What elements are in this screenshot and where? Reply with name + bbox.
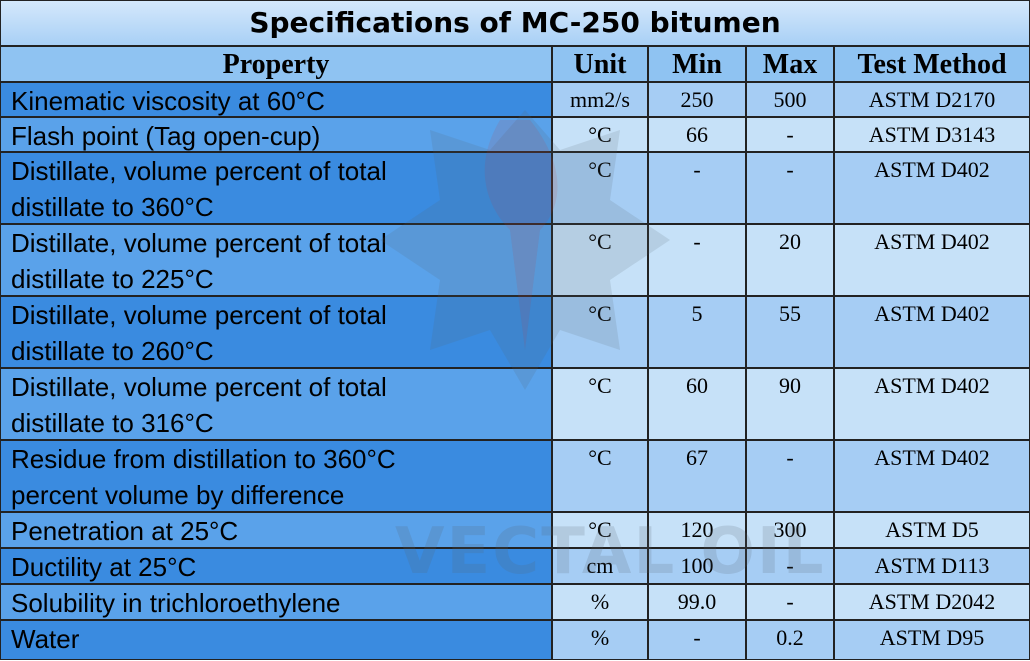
header-cell: Unit — [552, 46, 648, 82]
value-cell: ASTM D402 — [834, 440, 1030, 512]
property-cell: Distillate, volume percent of total dist… — [0, 368, 552, 440]
value-cell: ASTM D3143 — [834, 117, 1030, 152]
value-cell: - — [746, 117, 834, 152]
value-cell: ASTM D5 — [834, 512, 1030, 548]
header-cell: Max — [746, 46, 834, 82]
value-cell: 90 — [746, 368, 834, 440]
value-cell: 60 — [648, 368, 746, 440]
value-cell: 0.2 — [746, 620, 834, 660]
value-cell: 300 — [746, 512, 834, 548]
value-cell: % — [552, 620, 648, 660]
value-cell: - — [648, 620, 746, 660]
value-cell: 120 — [648, 512, 746, 548]
value-cell: °C — [552, 296, 648, 368]
value-cell: °C — [552, 440, 648, 512]
value-cell: °C — [552, 368, 648, 440]
value-cell: 55 — [746, 296, 834, 368]
value-cell: ASTM D402 — [834, 152, 1030, 224]
title: Specifications of MC-250 bitumen — [0, 0, 1030, 46]
value-cell: 66 — [648, 117, 746, 152]
value-cell: - — [746, 440, 834, 512]
value-cell: ASTM D2170 — [834, 82, 1030, 117]
property-cell: Distillate, volume percent of total dist… — [0, 152, 552, 224]
header-cell: Property — [0, 46, 552, 82]
value-cell: °C — [552, 152, 648, 224]
value-cell: - — [648, 224, 746, 296]
value-cell: 250 — [648, 82, 746, 117]
value-cell: ASTM D402 — [834, 368, 1030, 440]
property-cell: Residue from distillation to 360°C perce… — [0, 440, 552, 512]
value-cell: ASTM D95 — [834, 620, 1030, 660]
spec-table: Property Unit Min Max Test Method Kinematic v… — [0, 46, 1030, 660]
value-cell: 20 — [746, 224, 834, 296]
property-cell: Distillate, volume percent of total dist… — [0, 224, 552, 296]
value-cell: 67 — [648, 440, 746, 512]
value-cell: - — [648, 152, 746, 224]
header-cell: Min — [648, 46, 746, 82]
property-cell: Distillate, volume percent of total dist… — [0, 296, 552, 368]
property-cell: Solubility in trichloroethylene — [0, 584, 552, 620]
value-cell: ASTM D113 — [834, 548, 1030, 584]
value-cell: 99.0 — [648, 584, 746, 620]
value-cell: °C — [552, 117, 648, 152]
value-cell: mm2/s — [552, 82, 648, 117]
value-cell: - — [746, 152, 834, 224]
property-cell: Penetration at 25°C — [0, 512, 552, 548]
property-cell: Water — [0, 620, 552, 660]
value-cell: 100 — [648, 548, 746, 584]
property-cell: Ductility at 25°C — [0, 548, 552, 584]
value-cell: ASTM D402 — [834, 224, 1030, 296]
header-cell: Test Method — [834, 46, 1030, 82]
value-cell: 5 — [648, 296, 746, 368]
value-cell: cm — [552, 548, 648, 584]
value-cell: % — [552, 584, 648, 620]
value-cell: - — [746, 584, 834, 620]
property-cell: Kinematic viscosity at 60°C — [0, 82, 552, 117]
value-cell: °C — [552, 512, 648, 548]
value-cell: 500 — [746, 82, 834, 117]
value-cell: ASTM D2042 — [834, 584, 1030, 620]
value-cell: ASTM D402 — [834, 296, 1030, 368]
value-cell: - — [746, 548, 834, 584]
property-cell: Flash point (Tag open-cup) — [0, 117, 552, 152]
value-cell: °C — [552, 224, 648, 296]
